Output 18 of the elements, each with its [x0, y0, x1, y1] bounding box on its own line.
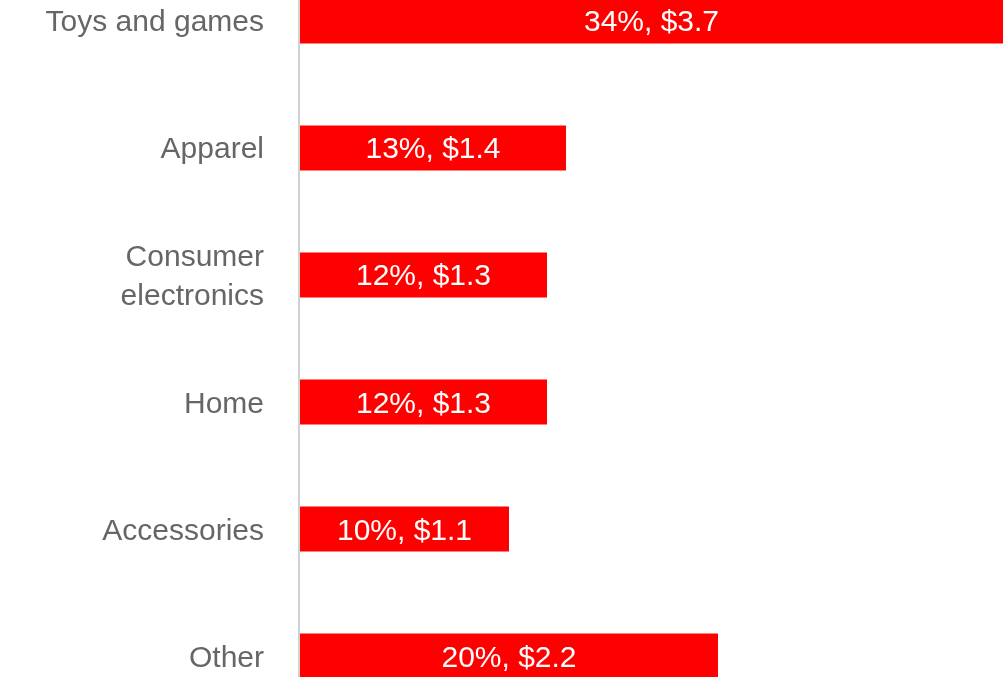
data-label: 12%, $1.3 — [355, 385, 492, 419]
data-label: 13%, $1.4 — [365, 131, 501, 165]
y-tick-label: Consumer electronics — [120, 238, 264, 311]
y-tick-label: Apparel — [160, 131, 264, 165]
data-label: 20%, $2.2 — [441, 639, 577, 673]
data-label: 12%, $1.3 — [355, 258, 492, 292]
bar — [300, 633, 718, 677]
y-tick-label: Home — [183, 385, 264, 419]
bar — [300, 252, 547, 298]
y-tick-label: Accessories — [102, 512, 264, 546]
y-tick-label: Toys and games — [45, 4, 264, 38]
bar — [300, 125, 566, 171]
data-label: 34%, $3.7 — [583, 4, 720, 38]
bar — [300, 379, 547, 425]
bar — [300, 0, 1003, 44]
data-label: 10%, $1.1 — [336, 512, 473, 546]
y-tick-label: Other — [188, 639, 265, 673]
bar — [300, 506, 509, 552]
